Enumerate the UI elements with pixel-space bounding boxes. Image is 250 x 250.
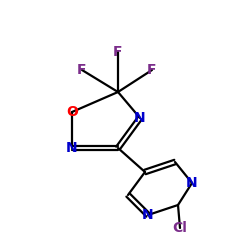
Text: N: N (66, 141, 78, 155)
Text: O: O (66, 105, 78, 119)
Text: N: N (186, 176, 198, 190)
Text: F: F (147, 63, 157, 77)
Text: F: F (113, 45, 123, 59)
Text: N: N (134, 111, 146, 125)
Text: F: F (77, 63, 87, 77)
Text: Cl: Cl (172, 221, 188, 235)
Text: N: N (142, 208, 154, 222)
